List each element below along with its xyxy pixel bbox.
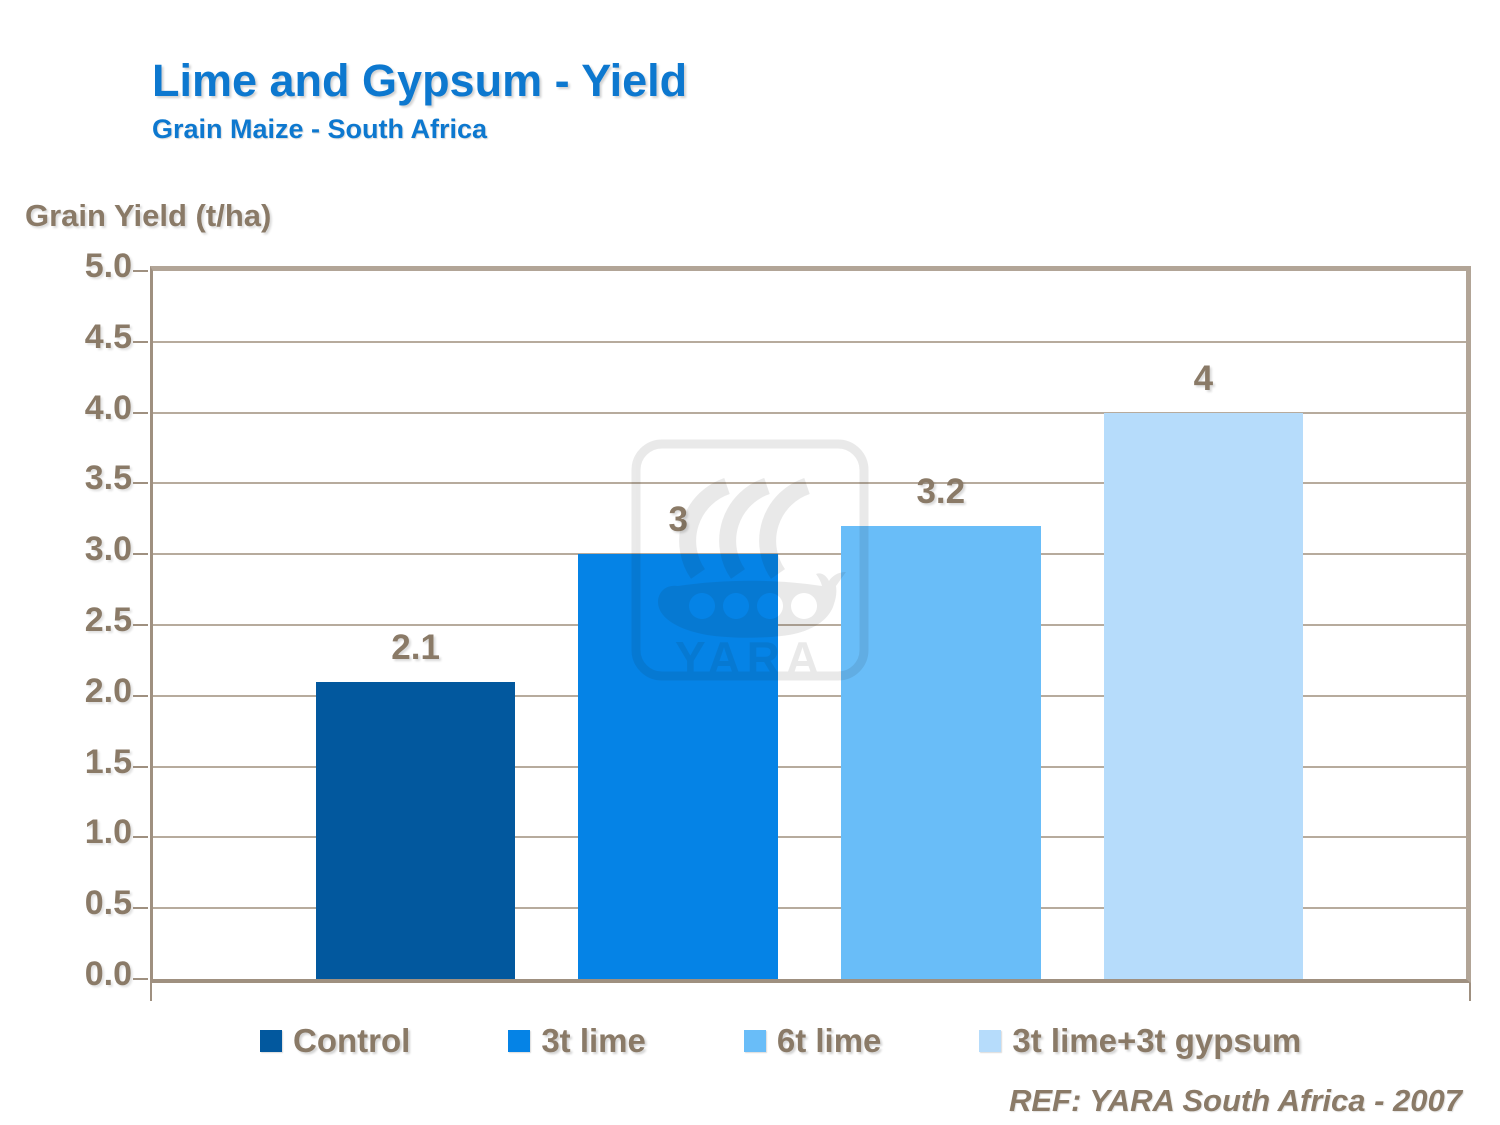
x-axis-end-tick xyxy=(1469,983,1471,1001)
y-axis-tick xyxy=(133,978,148,980)
gridline xyxy=(153,836,1466,839)
legend-label: Control xyxy=(293,1022,411,1059)
x-axis-end-tick xyxy=(150,983,152,1001)
legend-item-3t lime: 3t lime xyxy=(508,1022,646,1060)
y-axis-label: 3.5 xyxy=(84,459,132,498)
legend-item-Control: Control xyxy=(260,1022,410,1060)
gridline xyxy=(153,624,1466,626)
y-axis-tick xyxy=(133,411,148,414)
bar-3t lime xyxy=(578,554,778,979)
legend-swatch xyxy=(260,1030,282,1052)
y-axis-tick xyxy=(133,907,148,910)
y-axis-label: 4.5 xyxy=(84,317,132,356)
y-axis-tick xyxy=(133,836,148,839)
bar-value-label: 3 xyxy=(668,500,688,540)
bar-Control xyxy=(315,681,516,979)
y-axis-tick xyxy=(133,270,148,272)
legend-label: 3t lime xyxy=(541,1022,646,1059)
chart-title: Lime and Gypsum - Yield xyxy=(152,55,688,106)
gridline xyxy=(153,907,1466,910)
y-axis-label: 1.0 xyxy=(84,813,132,852)
bar-value-label: 4 xyxy=(1193,358,1214,398)
gridline xyxy=(153,340,1466,343)
legend: Control 3t lime 6t lime 3t lime+3t gypsum xyxy=(260,1022,1301,1060)
bar-6t lime xyxy=(841,525,1041,979)
y-axis-label: 2.0 xyxy=(84,671,132,710)
legend-item-6t lime: 6t lime xyxy=(743,1022,882,1060)
y-axis-label: 3.0 xyxy=(84,530,132,569)
y-axis-tick xyxy=(133,340,148,343)
y-axis-label: 5.0 xyxy=(84,247,132,285)
reference-text: REF: YARA South Africa - 2007 xyxy=(1008,1083,1462,1118)
chart-subtitle: Grain Maize - South Africa xyxy=(152,114,488,144)
y-axis-tick xyxy=(133,553,148,556)
y-axis-title: Grain Yield (t/ha) xyxy=(25,198,272,233)
legend-label: 3t lime+3t gypsum xyxy=(1012,1022,1302,1059)
gridline xyxy=(153,765,1466,768)
bar-value-label: 2.1 xyxy=(391,627,440,667)
y-axis-tick xyxy=(133,765,148,768)
bar-value-label: 3.2 xyxy=(916,471,966,511)
y-axis-tick xyxy=(133,694,148,697)
y-axis-label: 0.5 xyxy=(84,884,132,923)
y-axis-label: 1.5 xyxy=(84,742,132,781)
y-axis-label: 2.5 xyxy=(84,601,132,639)
legend-item-3t lime+3t gypsum: 3t lime+3t gypsum xyxy=(979,1022,1301,1060)
y-axis-tick-labels: 0.0 0.5 1.0 1.5 2.0 2.5 3.0 3.5 4.0 4.5 5.0 xyxy=(0,247,132,993)
gridline xyxy=(153,694,1466,697)
gridline xyxy=(153,482,1466,485)
plot-area: 2.1 3 3.2 4 xyxy=(133,266,1471,1001)
y-axis-label: 0.0 xyxy=(84,955,132,993)
legend-label: 6t lime xyxy=(776,1022,882,1059)
legend-swatch xyxy=(508,1030,531,1052)
y-axis-label: 4.0 xyxy=(84,388,132,427)
legend-swatch xyxy=(979,1030,1002,1052)
gridline xyxy=(153,553,1466,556)
y-axis-tick xyxy=(133,624,148,626)
bar-3t lime+3t gypsum xyxy=(1103,412,1304,979)
y-axis-tick xyxy=(133,482,148,485)
legend-swatch xyxy=(743,1030,766,1052)
gridline xyxy=(153,411,1466,414)
